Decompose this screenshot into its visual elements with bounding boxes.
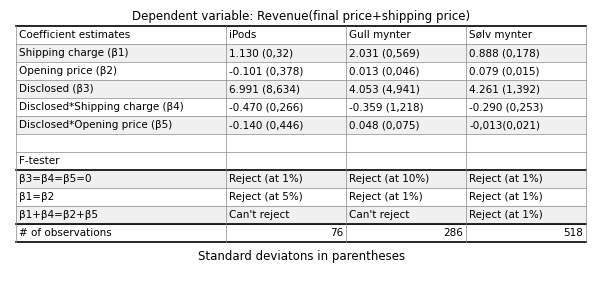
Bar <box>16 80 227 98</box>
Bar <box>467 206 587 224</box>
Text: β1=β2: β1=β2 <box>19 192 55 202</box>
Bar <box>16 44 227 62</box>
Text: 0.888 (0,178): 0.888 (0,178) <box>470 48 540 58</box>
Text: Reject (at 1%): Reject (at 1%) <box>350 192 423 202</box>
Text: iPods: iPods <box>230 30 257 40</box>
Bar <box>347 206 467 224</box>
Text: Disclosed*Shipping charge (β4): Disclosed*Shipping charge (β4) <box>19 102 185 112</box>
Text: Disclosed*Opening price (β5): Disclosed*Opening price (β5) <box>19 120 172 130</box>
Text: 1.130 (0,32): 1.130 (0,32) <box>230 48 294 58</box>
Text: Can't reject: Can't reject <box>350 210 410 220</box>
Text: Shipping charge (β1): Shipping charge (β1) <box>19 48 129 58</box>
Text: -0.470 (0,266): -0.470 (0,266) <box>230 102 304 112</box>
Bar <box>227 170 347 188</box>
Bar <box>347 44 467 62</box>
Text: β3=β4=β5=0: β3=β4=β5=0 <box>19 174 92 184</box>
Text: Reject (at 1%): Reject (at 1%) <box>470 174 543 184</box>
Text: 76: 76 <box>330 228 344 238</box>
Text: 0.079 (0,015): 0.079 (0,015) <box>470 66 540 76</box>
Bar <box>227 116 347 134</box>
Text: 0.013 (0,046): 0.013 (0,046) <box>350 66 420 76</box>
Bar <box>467 80 587 98</box>
Text: Standard deviatons in parentheses: Standard deviatons in parentheses <box>198 250 405 263</box>
Text: Gull mynter: Gull mynter <box>350 30 411 40</box>
Text: 518: 518 <box>564 228 584 238</box>
Text: # of observations: # of observations <box>19 228 112 238</box>
Bar <box>347 116 467 134</box>
Bar <box>16 170 227 188</box>
Bar <box>467 116 587 134</box>
Text: -0,013(0,021): -0,013(0,021) <box>470 120 540 130</box>
Text: 6.991 (8,634): 6.991 (8,634) <box>230 84 300 94</box>
Text: -0.101 (0,378): -0.101 (0,378) <box>230 66 304 76</box>
Text: Dependent variable: Revenue(final price+shipping price): Dependent variable: Revenue(final price+… <box>133 10 470 23</box>
Bar <box>227 206 347 224</box>
Text: F-tester: F-tester <box>19 156 60 166</box>
Text: Reject (at 5%): Reject (at 5%) <box>230 192 303 202</box>
Text: Reject (at 1%): Reject (at 1%) <box>470 210 543 220</box>
Bar <box>16 116 227 134</box>
Text: Reject (at 10%): Reject (at 10%) <box>350 174 430 184</box>
Text: Disclosed (β3): Disclosed (β3) <box>19 84 94 94</box>
Text: Opening price (β2): Opening price (β2) <box>19 66 118 76</box>
Text: 4.261 (1,392): 4.261 (1,392) <box>470 84 540 94</box>
Text: -0.140 (0,446): -0.140 (0,446) <box>230 120 304 130</box>
Text: -0.359 (1,218): -0.359 (1,218) <box>350 102 424 112</box>
Bar <box>16 206 227 224</box>
Bar <box>227 80 347 98</box>
Text: 0.048 (0,075): 0.048 (0,075) <box>350 120 420 130</box>
Text: Sølv mynter: Sølv mynter <box>470 30 532 40</box>
Bar <box>467 44 587 62</box>
Bar <box>227 44 347 62</box>
Bar <box>347 170 467 188</box>
Text: Reject (at 1%): Reject (at 1%) <box>470 192 543 202</box>
Bar <box>467 170 587 188</box>
Bar <box>347 80 467 98</box>
Text: Reject (at 1%): Reject (at 1%) <box>230 174 303 184</box>
Text: Coefficient estimates: Coefficient estimates <box>19 30 131 40</box>
Text: 2.031 (0,569): 2.031 (0,569) <box>350 48 420 58</box>
Text: β1+β4=β2+β5: β1+β4=β2+β5 <box>19 210 98 220</box>
Text: 4.053 (4,941): 4.053 (4,941) <box>350 84 420 94</box>
Text: -0.290 (0,253): -0.290 (0,253) <box>470 102 544 112</box>
Text: 286: 286 <box>444 228 464 238</box>
Text: Can't reject: Can't reject <box>230 210 290 220</box>
